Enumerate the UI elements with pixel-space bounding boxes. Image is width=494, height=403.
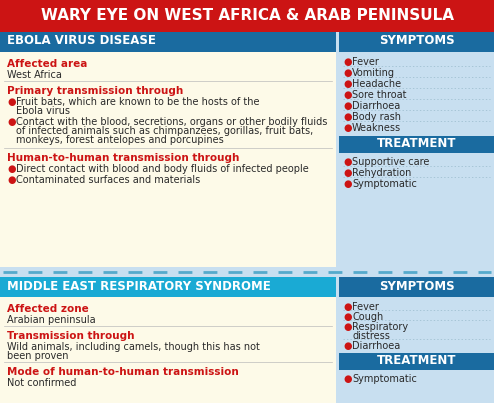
- Text: ●: ●: [343, 374, 352, 384]
- Bar: [0, 32, 336, 52]
- Text: Weakness: Weakness: [352, 123, 401, 133]
- Text: ●: ●: [343, 168, 352, 178]
- Text: Affected zone: Affected zone: [7, 304, 89, 314]
- Text: ●: ●: [343, 341, 352, 351]
- Text: Cough: Cough: [352, 312, 383, 322]
- Bar: [0, 267, 494, 277]
- Text: Wild animals, including camels, though this has not: Wild animals, including camels, though t…: [7, 342, 260, 352]
- Text: ●: ●: [343, 79, 352, 89]
- Text: Contaminated surfaces and materials: Contaminated surfaces and materials: [16, 175, 200, 185]
- Text: Symptomatic: Symptomatic: [352, 179, 417, 189]
- Text: Sore throat: Sore throat: [352, 90, 407, 100]
- Text: Rehydration: Rehydration: [352, 168, 412, 178]
- Text: Headache: Headache: [352, 79, 401, 89]
- Text: Body rash: Body rash: [352, 112, 401, 122]
- Text: been proven: been proven: [7, 351, 69, 361]
- Text: ●: ●: [343, 90, 352, 100]
- Text: Fruit bats, which are known to be the hosts of the: Fruit bats, which are known to be the ho…: [16, 97, 259, 107]
- Text: ●: ●: [343, 123, 352, 133]
- Bar: [339, 277, 494, 297]
- Text: Not confirmed: Not confirmed: [7, 378, 77, 388]
- Text: ●: ●: [7, 97, 15, 107]
- Text: Fever: Fever: [352, 57, 379, 67]
- Text: WARY EYE ON WEST AFRICA & ARAB PENINSULA: WARY EYE ON WEST AFRICA & ARAB PENINSULA: [41, 8, 453, 23]
- Text: ●: ●: [343, 57, 352, 67]
- Text: Contact with the blood, secretions, organs or other bodily fluids: Contact with the blood, secretions, orga…: [16, 117, 328, 127]
- Text: Diarrhoea: Diarrhoea: [352, 101, 400, 111]
- Text: ●: ●: [7, 164, 15, 174]
- Text: MIDDLE EAST RESPIRATORY SYNDROME: MIDDLE EAST RESPIRATORY SYNDROME: [7, 280, 271, 293]
- Text: distress: distress: [352, 331, 390, 341]
- Bar: [0, 0, 494, 32]
- Text: ●: ●: [343, 302, 352, 312]
- Bar: [339, 277, 494, 403]
- Bar: [339, 353, 494, 370]
- Bar: [339, 136, 494, 153]
- Text: Symptomatic: Symptomatic: [352, 374, 417, 384]
- Text: Vomiting: Vomiting: [352, 68, 395, 78]
- Text: ●: ●: [343, 312, 352, 322]
- Text: ●: ●: [343, 112, 352, 122]
- Text: EBOLA VIRUS DISEASE: EBOLA VIRUS DISEASE: [7, 35, 156, 48]
- Text: ●: ●: [343, 179, 352, 189]
- Bar: [339, 32, 494, 52]
- Text: Direct contact with blood and body fluids of infected people: Direct contact with blood and body fluid…: [16, 164, 309, 174]
- Text: SYMPTOMS: SYMPTOMS: [379, 35, 454, 48]
- Text: Fever: Fever: [352, 302, 379, 312]
- Text: ●: ●: [343, 157, 352, 167]
- Text: Affected area: Affected area: [7, 59, 87, 69]
- Bar: [0, 277, 336, 297]
- Text: of infected animals such as chimpanzees, gorillas, fruit bats,: of infected animals such as chimpanzees,…: [16, 126, 313, 136]
- Bar: [0, 52, 336, 267]
- Text: Respiratory: Respiratory: [352, 322, 408, 332]
- Text: Diarrhoea: Diarrhoea: [352, 341, 400, 351]
- Text: monkeys, forest antelopes and porcupines: monkeys, forest antelopes and porcupines: [16, 135, 224, 145]
- Text: ●: ●: [343, 68, 352, 78]
- Text: SYMPTOMS: SYMPTOMS: [379, 280, 454, 293]
- Text: Primary transmission through: Primary transmission through: [7, 86, 183, 96]
- Text: Arabian peninsula: Arabian peninsula: [7, 315, 96, 325]
- Text: ●: ●: [343, 322, 352, 332]
- Text: TREATMENT: TREATMENT: [377, 354, 456, 367]
- Text: Transmission through: Transmission through: [7, 331, 134, 341]
- Text: Ebola virus: Ebola virus: [16, 106, 70, 116]
- Bar: [0, 297, 336, 403]
- Text: ●: ●: [343, 101, 352, 111]
- Text: Human-to-human transmission through: Human-to-human transmission through: [7, 153, 240, 163]
- Text: ●: ●: [7, 175, 15, 185]
- Text: ●: ●: [7, 117, 15, 127]
- Bar: [339, 32, 494, 267]
- Text: Mode of human-to-human transmission: Mode of human-to-human transmission: [7, 367, 239, 377]
- Text: West Africa: West Africa: [7, 70, 62, 80]
- Text: TREATMENT: TREATMENT: [377, 137, 456, 150]
- Text: Supportive care: Supportive care: [352, 157, 429, 167]
